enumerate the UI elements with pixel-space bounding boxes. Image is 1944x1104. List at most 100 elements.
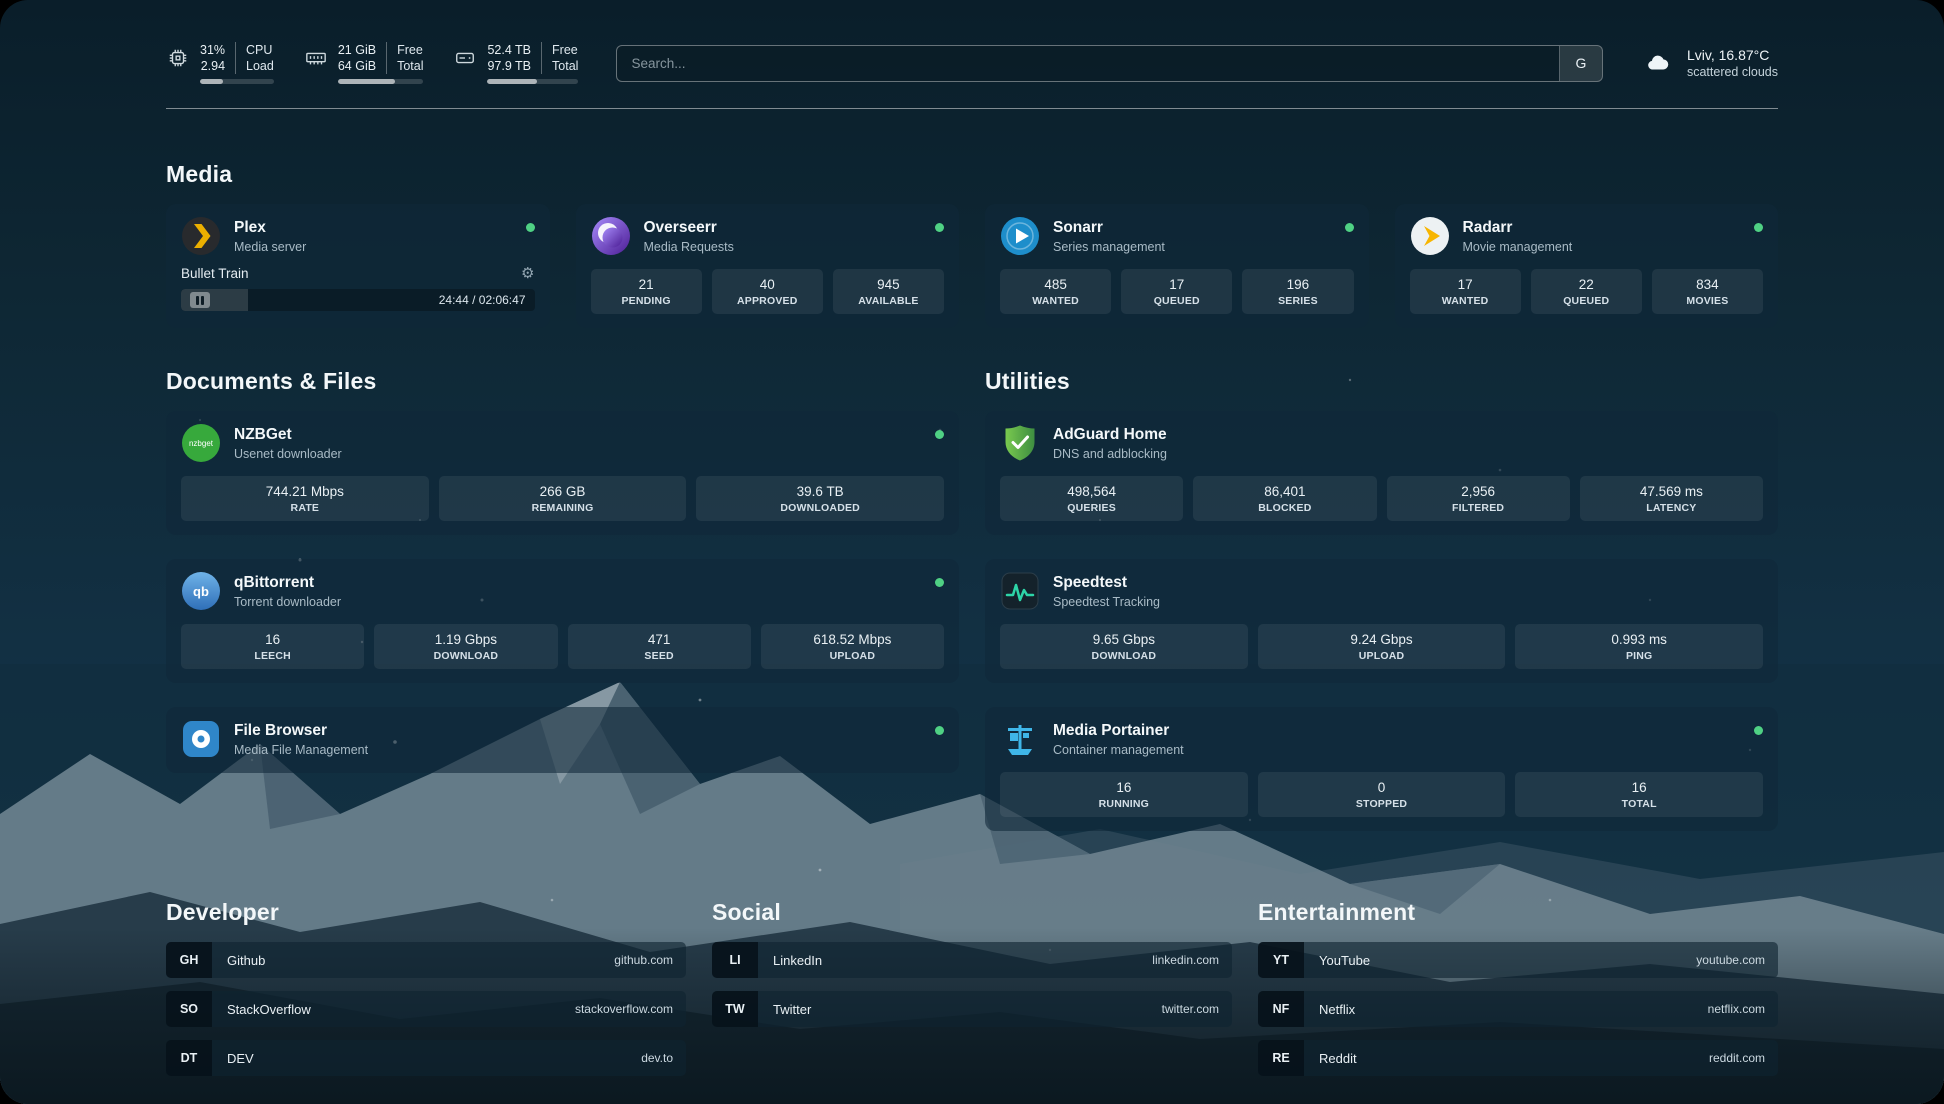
app-name: Plex: [234, 218, 266, 236]
ram-icon: [304, 46, 328, 70]
app-subtitle: Speedtest Tracking: [1053, 594, 1161, 609]
bookmark-linkedin[interactable]: LI LinkedIn linkedin.com: [712, 942, 1232, 978]
speedtest-icon: [1000, 571, 1040, 611]
bookmark-github[interactable]: GH Github github.com: [166, 942, 686, 978]
status-dot: [935, 578, 944, 587]
status-dot: [1344, 223, 1354, 232]
bookmark-stackoverflow[interactable]: SO StackOverflow stackoverflow.com: [166, 991, 686, 1027]
ram-usage-bar: [337, 79, 424, 85]
bookmark-abbr: RE: [1258, 1040, 1304, 1076]
bookmark-name: StackOverflow: [227, 1001, 311, 1017]
app-card-filebrowser[interactable]: File Browser Media File Management: [166, 707, 959, 773]
cpu-label: CPU: [246, 42, 273, 57]
stat-downloaded: 39.6 TB DOWNLOADED: [696, 476, 945, 521]
bookmark-domain: github.com: [614, 953, 673, 967]
bookmark-abbr: SO: [166, 991, 212, 1027]
cloud-icon: [1648, 55, 1669, 70]
app-name: Sonarr: [1053, 218, 1103, 236]
app-card-adguard[interactable]: AdGuard Home DNS and adblocking 498,564 Q…: [985, 411, 1778, 535]
status-dot: [935, 430, 944, 439]
qbittorrent-icon: qb: [181, 571, 221, 611]
app-subtitle: Series management: [1053, 239, 1165, 254]
stat-approved: 40 APPROVED: [711, 269, 823, 314]
stat-blocked: 86,401 BLOCKED: [1193, 476, 1377, 521]
bookmark-name: Twitter: [773, 1001, 812, 1017]
app-name: AdGuard Home: [1053, 425, 1167, 443]
bookmark-domain: stackoverflow.com: [574, 1002, 673, 1016]
bookmark-name: YouTube: [1319, 952, 1371, 968]
playback-time: 24:44 / 02:06:47: [438, 293, 526, 307]
ram-free-label: Free: [397, 42, 423, 57]
bookmark-domain: twitter.com: [1161, 1002, 1219, 1016]
app-subtitle: DNS and adblocking: [1053, 446, 1167, 461]
cpu-load-label: Load: [246, 59, 274, 73]
search-input[interactable]: [616, 44, 1603, 82]
bookmark-netflix[interactable]: NF Netflix netflix.com: [1258, 991, 1778, 1027]
stat-movies: 834 MOVIES: [1651, 269, 1764, 314]
app-card-plex[interactable]: Plex Media server Bullet Train ⚙ 24:44 /…: [166, 204, 550, 328]
ram-metric: 21 GiB 64 GiB Free Total: [304, 41, 424, 85]
app-card-portainer[interactable]: Media Portainer Container management 16 R…: [985, 707, 1778, 831]
cpu-usage-fill: [200, 79, 223, 85]
stat-ping: 0.993 ms PING: [1515, 624, 1764, 669]
bookmark-youtube[interactable]: YT YouTube youtube.com: [1258, 942, 1778, 978]
svg-text:nzbget: nzbget: [189, 439, 214, 448]
weather-widget: Lviv, 16.87°C scattered clouds: [1641, 47, 1778, 79]
bookmark-domain: netflix.com: [1707, 1002, 1765, 1016]
cpu-usage-bar: [200, 79, 274, 85]
app-subtitle: Movie management: [1462, 239, 1573, 254]
app-card-nzbget[interactable]: nzbget NZBGet Usenet downloader 744.21 M…: [166, 411, 959, 535]
filebrowser-icon: [181, 719, 221, 759]
cpu-metric: 31% 2.94 CPU Load: [166, 41, 274, 85]
app-subtitle: Usenet downloader: [234, 446, 342, 461]
status-dot: [935, 726, 944, 735]
bookmark-reddit[interactable]: RE Reddit reddit.com: [1258, 1040, 1778, 1076]
pause-button[interactable]: [190, 292, 210, 308]
status-dot: [525, 223, 535, 232]
stat-download: 9.65 Gbps DOWNLOAD: [1000, 624, 1248, 669]
bookmark-domain: dev.to: [641, 1051, 673, 1065]
stat-queries: 498,564 QUERIES: [1000, 476, 1184, 521]
bookmark-dev[interactable]: DT DEV dev.to: [166, 1040, 686, 1076]
stat-seed: 471 SEED: [567, 624, 751, 669]
status-dot: [935, 223, 944, 232]
bookmarks-developer: Developer GH Github github.com SO StackO…: [166, 899, 686, 1089]
stat-download: 1.19 Gbps DOWNLOAD: [374, 624, 558, 669]
section-title-media: Media: [166, 161, 233, 187]
plex-icon: [181, 216, 221, 256]
bookmark-abbr: GH: [166, 942, 212, 978]
app-card-sonarr[interactable]: Sonarr Series management 485 WANTED 17 QUE…: [985, 204, 1369, 328]
stat-leech: 16 LEECH: [181, 624, 365, 669]
stat-filtered: 2,956 FILTERED: [1386, 476, 1570, 521]
stat-pending: 21 PENDING: [590, 269, 702, 314]
cpu-load-value: 2.94: [200, 59, 226, 73]
bookmark-name: Github: [227, 952, 266, 968]
app-card-overseerr[interactable]: Overseerr Media Requests 21 PENDING 40 APP…: [575, 204, 959, 328]
bookmark-abbr: YT: [1258, 942, 1304, 978]
search-engine-button[interactable]: G: [1558, 45, 1602, 81]
app-card-radarr[interactable]: Radarr Movie management 17 WANTED 22 QUEUE…: [1394, 204, 1778, 328]
disk-free-label: Free: [552, 42, 578, 57]
playback-progress-bar[interactable]: 24:44 / 02:06:47: [181, 289, 535, 311]
cpu-icon: [166, 46, 190, 70]
section-title-entertainment: Entertainment: [1258, 899, 1416, 925]
svg-text:qb: qb: [193, 584, 209, 599]
app-card-qbittorrent[interactable]: qb qBittorrent Torrent downloader 16 LEEC…: [166, 559, 959, 683]
bookmark-name: Netflix: [1319, 1001, 1356, 1017]
disk-usage-fill: [487, 79, 537, 85]
app-name: Speedtest: [1053, 573, 1128, 591]
gear-icon[interactable]: ⚙: [521, 265, 535, 282]
app-name: Overseerr: [643, 218, 717, 236]
app-card-speedtest[interactable]: Speedtest Speedtest Tracking 9.65 Gbps DO…: [985, 559, 1778, 683]
topbar: 31% 2.94 CPU Load 21 GiB: [166, 34, 1778, 92]
stat-queued: 22 QUEUED: [1530, 269, 1642, 314]
middle-columns: Documents & Files nzbget NZBGet Usenet d…: [166, 334, 1778, 855]
portainer-icon: [1000, 719, 1040, 759]
disk-free-value: 52.4 TB: [487, 42, 532, 57]
app-name: Media Portainer: [1053, 721, 1170, 739]
section-title-documents: Documents & Files: [166, 368, 377, 394]
bookmark-twitter[interactable]: TW Twitter twitter.com: [712, 991, 1232, 1027]
sonarr-icon: [1000, 216, 1040, 256]
